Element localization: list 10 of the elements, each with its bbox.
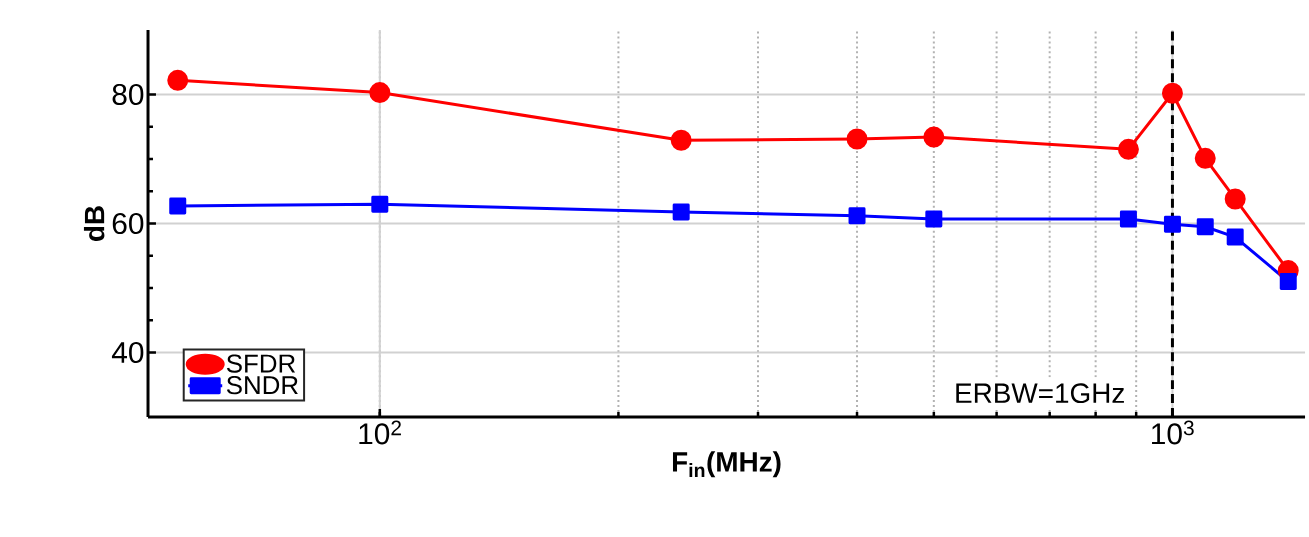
y-tick-label: 60	[112, 212, 144, 235]
annotation: ERBW=1GHz	[956, 383, 1124, 404]
legend-label: SFDR	[226, 354, 296, 373]
legend-label: SNDR	[226, 375, 298, 395]
y-axis-title: dB	[83, 206, 105, 241]
y-tick-label: 80	[112, 83, 144, 106]
x-tick-label: 10$^{3}$	[1152, 420, 1194, 445]
x-axis-title: F$_{in}$(MHz)	[672, 451, 781, 478]
x-tick-label: 10$^{2}$	[359, 420, 401, 445]
y-tick-label: 40	[111, 341, 144, 364]
